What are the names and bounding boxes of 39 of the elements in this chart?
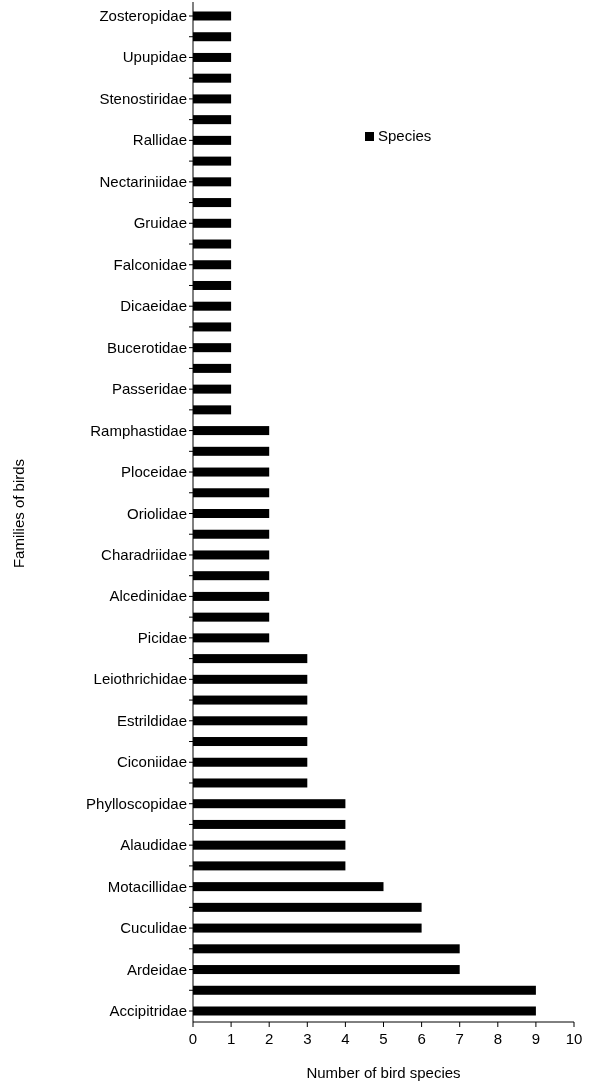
x-tick-label: 6 bbox=[417, 1030, 426, 1047]
x-tick-label: 4 bbox=[341, 1030, 350, 1047]
y-tick-label: Accipitridae bbox=[109, 1002, 187, 1019]
y-tick-label: Alcedinidae bbox=[109, 587, 187, 605]
legend-label: Species bbox=[378, 127, 432, 144]
y-tick-label: Dicaeidae bbox=[120, 297, 187, 315]
x-tick-label: 1 bbox=[226, 1030, 236, 1047]
y-tick-label: Ardeidae bbox=[126, 960, 187, 978]
x-tick-label: 2 bbox=[265, 1030, 274, 1047]
y-tick-label: Cuculidae bbox=[120, 919, 187, 937]
y-tick-label: Alaudidae bbox=[120, 836, 187, 854]
y-tick-label: Upupidae bbox=[122, 48, 187, 66]
y-tick-label: Picidae bbox=[137, 628, 187, 646]
y-tick-label: Oriolidae bbox=[126, 504, 187, 522]
y-tick-label: Charadriidae bbox=[101, 545, 187, 563]
x-tick-label: 5 bbox=[379, 1030, 388, 1047]
y-tick-label: Ciconiidae bbox=[116, 753, 187, 771]
y-tick-label: Zosteropidae bbox=[99, 7, 187, 24]
y-axis-title: Families of birds bbox=[10, 458, 27, 569]
y-tick-label: Gruidae bbox=[133, 214, 187, 232]
y-tick-label: Nectariniidae bbox=[99, 172, 187, 190]
y-tick-label: Stenostiridae bbox=[99, 89, 187, 107]
x-tick-label: 10 bbox=[565, 1030, 583, 1047]
x-axis-title: Number of bird species bbox=[306, 1064, 461, 1081]
y-tick-label: Falconidae bbox=[113, 255, 187, 273]
y-tick-label: Motacillidae bbox=[107, 877, 187, 895]
x-tick-label: 7 bbox=[455, 1030, 464, 1047]
x-tick-label: 9 bbox=[531, 1030, 541, 1047]
y-tick-label: Estrildidae bbox=[116, 711, 187, 729]
y-tick-label: Passeridae bbox=[111, 380, 187, 398]
y-tick-label: Ramphastidae bbox=[90, 421, 187, 439]
y-tick-label: Leiothrichidae bbox=[93, 670, 187, 688]
y-tick-label: Bucerotidae bbox=[106, 338, 187, 356]
x-tick-label: 3 bbox=[303, 1030, 312, 1047]
x-tick-label: 0 bbox=[188, 1030, 198, 1047]
y-tick-label: Rallidae bbox=[132, 131, 187, 149]
y-tick-label: Ploceidae bbox=[121, 463, 187, 481]
y-tick-label: Phylloscopidae bbox=[86, 794, 187, 812]
x-tick-label: 8 bbox=[493, 1030, 502, 1047]
